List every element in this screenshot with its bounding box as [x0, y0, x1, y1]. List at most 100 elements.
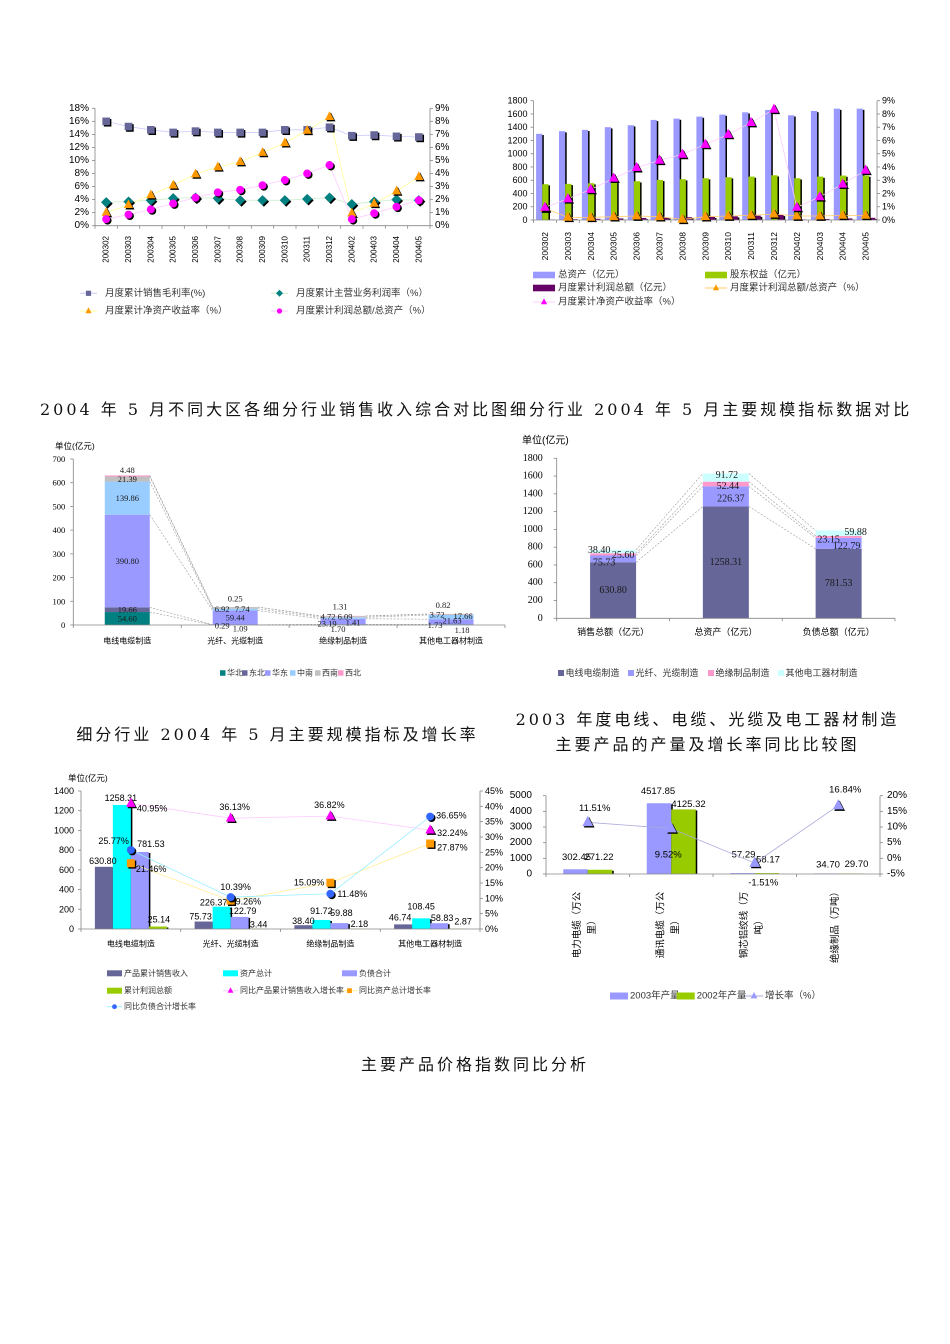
- bar: [563, 869, 588, 874]
- bar: [788, 115, 795, 220]
- data-label: 59.88: [330, 908, 353, 918]
- y-axis-label: 800: [528, 542, 543, 553]
- x-axis-label: 200402: [347, 235, 356, 262]
- bar: [823, 218, 830, 220]
- square-marker-icon: [147, 126, 157, 136]
- triangle-legend-icon: [85, 307, 92, 314]
- y-axis-label: 0: [538, 613, 543, 624]
- series-line: [130, 803, 431, 831]
- data-label: 0.25: [228, 593, 243, 603]
- y-axis-label: 1000: [510, 853, 533, 864]
- bar-segment: [104, 612, 150, 625]
- y-axis-label: 6%: [75, 181, 90, 192]
- percent-label: 32.24%: [437, 828, 468, 838]
- x-axis-label: 200308: [677, 232, 687, 261]
- triangle-marker-icon: [631, 210, 643, 221]
- y-axis-label-right: 0%: [887, 853, 902, 864]
- bar: [130, 851, 149, 929]
- data-label: 0.82: [436, 600, 451, 610]
- legend-item: 月度累计利润总额（亿元）: [533, 282, 672, 294]
- y-axis-label-right: 5%: [882, 149, 895, 159]
- data-label: 6.92: [215, 604, 230, 614]
- bar: [604, 127, 611, 220]
- y-axis-label: 1200: [523, 506, 543, 517]
- bar: [617, 218, 624, 220]
- series-connector-line: [748, 486, 816, 539]
- bar: [754, 215, 761, 220]
- y-axis-label-right: 0%: [485, 924, 498, 934]
- square-marker-icon: [426, 839, 436, 849]
- data-label: 46.74: [389, 912, 412, 922]
- y-axis-label: 16%: [69, 116, 89, 127]
- legend-label: 华东: [272, 668, 288, 678]
- triangle-marker-icon: [608, 172, 620, 184]
- percent-label: 36.65%: [436, 811, 467, 821]
- bar: [765, 109, 772, 220]
- triangle-legend-icon: [712, 284, 720, 291]
- diamond-marker-icon: [212, 193, 225, 205]
- x-axis-label: 200405: [414, 235, 423, 262]
- y-axis-label: 12%: [69, 142, 89, 153]
- y-axis-label: 600: [59, 865, 74, 875]
- y-axis-label: 200: [53, 573, 66, 583]
- y-axis-label: 1600: [523, 471, 543, 482]
- legend-label: 月度累计销售毛利率(%): [105, 287, 205, 299]
- bar: [646, 803, 672, 874]
- bar: [869, 217, 876, 220]
- data-label: 122.79: [229, 906, 257, 916]
- legend-item: 2003年产量: [610, 990, 680, 1002]
- x-axis-label: 销售总额（亿元）: [577, 626, 649, 637]
- triangle-marker-icon: [792, 201, 804, 213]
- y-axis-label-right: 2%: [435, 194, 450, 205]
- legend-label: 东北: [249, 668, 265, 678]
- x-axis-label: 200402: [792, 232, 802, 261]
- square-marker-icon: [281, 126, 291, 136]
- bar: [673, 118, 680, 220]
- series-connector-line: [748, 473, 816, 531]
- percent-label: 16.84%: [829, 784, 862, 795]
- y-axis-label: 500: [53, 501, 66, 511]
- triangle-marker-icon: [723, 128, 735, 140]
- legend-item: 月度累计主营业务利润率（%）: [271, 287, 428, 299]
- triangle-marker-icon: [324, 111, 336, 122]
- x-axis-label: 其他电工器材制造: [419, 636, 483, 646]
- data-label: 1.41: [346, 617, 361, 627]
- percent-label: 36.82%: [314, 800, 345, 810]
- bar: [696, 116, 703, 220]
- triangle-marker-icon: [814, 191, 826, 202]
- y-axis-label: 3000: [510, 822, 533, 833]
- y-axis-label: 2000: [510, 837, 533, 848]
- circle-marker-icon: [325, 161, 335, 171]
- legend-label: 绝缘制品制造: [716, 667, 770, 678]
- series-line: [130, 816, 431, 898]
- y-axis-label: 300: [53, 549, 66, 559]
- percent-label: 25.77%: [98, 836, 129, 846]
- percent-label: 11.51%: [579, 803, 611, 814]
- triangle-marker-icon: [585, 183, 597, 195]
- circle-legend-icon: [276, 308, 283, 314]
- x-axis-label: 200311: [303, 235, 312, 262]
- x-axis-label: 200403: [815, 232, 825, 261]
- triangle-marker-icon: [168, 179, 180, 190]
- circle-marker-icon: [370, 209, 380, 219]
- x-axis-label: 绝缘制品（万吨）: [829, 887, 841, 963]
- legend-label: 同比负债合计增长率: [124, 1001, 196, 1011]
- bar: [742, 112, 749, 220]
- y-axis-label: 1200: [54, 806, 74, 816]
- legend-item: 月度累计净资产收益率（%）: [80, 305, 227, 317]
- legend-swatch: [610, 992, 628, 1000]
- bar-segment: [702, 486, 749, 507]
- y-axis-label: 200: [528, 595, 543, 606]
- bar: [230, 916, 249, 929]
- triangle-legend-icon: [750, 991, 758, 999]
- bar: [656, 179, 663, 220]
- bar: [725, 177, 732, 220]
- square-marker-icon: [348, 131, 358, 141]
- legend-swatch: [533, 271, 555, 279]
- triangle-marker-icon: [235, 156, 247, 167]
- triangle-marker-icon: [126, 797, 138, 809]
- data-label: 630.80: [89, 856, 117, 866]
- y-axis-label-right: 1%: [882, 202, 895, 212]
- diamond-marker-icon: [235, 195, 247, 207]
